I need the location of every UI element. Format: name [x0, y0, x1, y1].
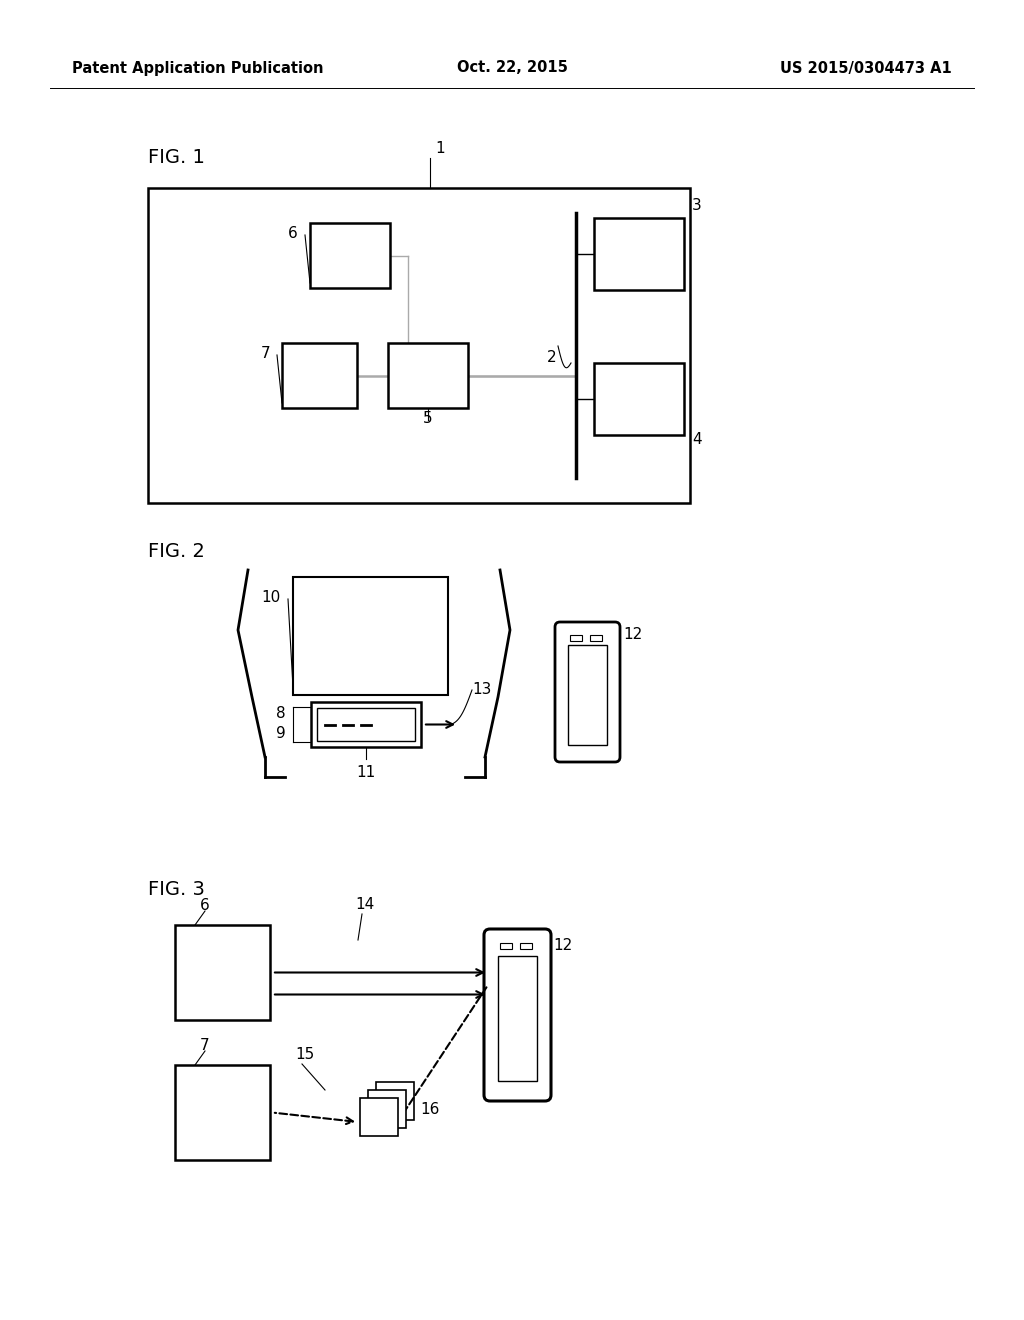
Text: 16: 16 — [420, 1101, 439, 1117]
Text: 11: 11 — [356, 766, 376, 780]
Bar — [175, 925, 270, 1020]
FancyBboxPatch shape — [555, 622, 620, 762]
Text: 14: 14 — [355, 898, 374, 912]
Bar — [594, 363, 684, 436]
Text: FIG. 1: FIG. 1 — [148, 148, 205, 168]
Text: FIG. 3: FIG. 3 — [148, 880, 205, 899]
Text: 5: 5 — [423, 411, 433, 426]
Bar — [310, 223, 390, 288]
Text: Patent Application Publication: Patent Application Publication — [72, 61, 324, 75]
Text: 13: 13 — [472, 682, 492, 697]
Bar — [360, 1098, 398, 1137]
Text: Oct. 22, 2015: Oct. 22, 2015 — [457, 61, 567, 75]
Bar — [520, 942, 532, 949]
Bar — [175, 1065, 270, 1160]
Text: 3: 3 — [692, 198, 701, 213]
Text: US 2015/0304473 A1: US 2015/0304473 A1 — [780, 61, 952, 75]
Text: 12: 12 — [553, 939, 572, 953]
Text: 4: 4 — [692, 432, 701, 447]
Text: 7: 7 — [260, 346, 270, 360]
Bar — [570, 635, 582, 642]
Text: 9: 9 — [276, 726, 286, 742]
Bar — [317, 708, 415, 741]
Text: 12: 12 — [623, 627, 642, 642]
Bar — [498, 956, 537, 1081]
Text: 10: 10 — [262, 590, 281, 605]
Text: 8: 8 — [276, 706, 286, 722]
Bar — [594, 218, 684, 290]
Bar — [388, 343, 468, 408]
Bar — [376, 1082, 414, 1119]
Text: 6: 6 — [200, 898, 210, 913]
Bar — [368, 1090, 406, 1129]
Bar — [293, 577, 449, 696]
Bar — [282, 343, 357, 408]
Text: 1: 1 — [435, 141, 444, 156]
Bar — [568, 645, 607, 744]
Text: 15: 15 — [295, 1047, 314, 1063]
Bar — [590, 635, 602, 642]
Text: 7: 7 — [200, 1038, 210, 1053]
Text: 6: 6 — [288, 226, 298, 240]
Bar — [500, 942, 512, 949]
Text: FIG. 2: FIG. 2 — [148, 543, 205, 561]
Bar — [311, 702, 421, 747]
Bar — [148, 187, 690, 503]
Text: 2: 2 — [547, 351, 556, 366]
FancyBboxPatch shape — [484, 929, 551, 1101]
